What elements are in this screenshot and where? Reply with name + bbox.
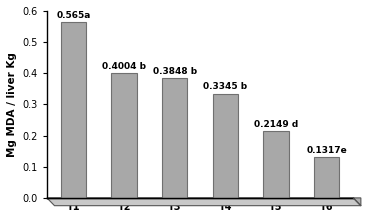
Bar [263,131,289,198]
Text: 0.2149 d: 0.2149 d [254,120,298,129]
Polygon shape [353,198,361,206]
Text: 0.3345 b: 0.3345 b [204,83,247,92]
Text: 0.3848 b: 0.3848 b [153,67,197,76]
Bar [162,78,187,198]
Polygon shape [47,198,361,206]
Bar [112,73,137,198]
Bar [213,94,238,198]
Bar [314,157,339,198]
Text: 0.1317e: 0.1317e [306,146,347,155]
Bar [61,22,86,198]
Text: 0.4004 b: 0.4004 b [102,62,146,71]
Y-axis label: Mg MDA / liver Kg: Mg MDA / liver Kg [7,52,17,157]
Text: 0.565a: 0.565a [56,11,91,20]
